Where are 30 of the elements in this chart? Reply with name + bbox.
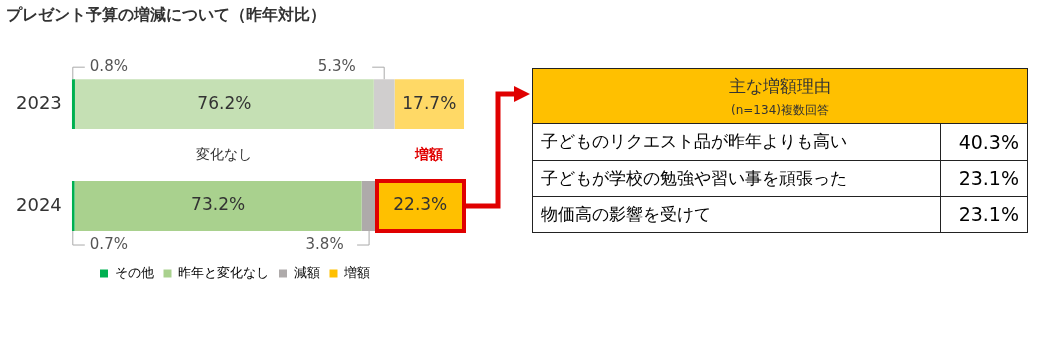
annotation: 変化なし (196, 145, 253, 162)
y-tick-label: 2023 (16, 91, 62, 113)
legend-label: その他 (114, 264, 154, 280)
y-tick-label: 2024 (16, 193, 62, 215)
data-label: 17.7% (402, 92, 457, 113)
text: 40.3% (958, 130, 1019, 153)
legend-label: 昨年と変化なし (178, 264, 269, 280)
bar (74, 79, 374, 130)
legend-label: 減額 (293, 264, 320, 280)
bar (71, 181, 75, 232)
bar (71, 79, 75, 130)
data-label: 76.2% (197, 92, 252, 113)
chart-title: プレゼント予算の増減について（昨年対比） (6, 4, 326, 24)
data-label: 0.7% (89, 234, 128, 253)
category-label: 子どもが学校の勉強や習い事を頑張った (533, 160, 941, 196)
bar (373, 79, 395, 130)
data-label: 73.2% (191, 194, 246, 215)
data-label: 22.3% (393, 194, 448, 215)
category-label: 子どものリクエスト品が昨年よりも高い (540, 130, 848, 154)
category-label: 物価高の影響を受けて (533, 196, 941, 232)
data-label: 3.8% (305, 234, 344, 253)
text: 主な増額理由 (728, 75, 832, 98)
data-label: 0.8% (89, 57, 128, 76)
data-label: 5.3% (317, 57, 356, 76)
text: 23.1% (958, 203, 1019, 226)
legend-label: 増額 (343, 264, 370, 280)
annotation: 増額 (414, 145, 444, 162)
text: 23.1% (958, 167, 1019, 189)
text: (n=134)複数回答 (730, 102, 830, 119)
bar (74, 181, 362, 232)
